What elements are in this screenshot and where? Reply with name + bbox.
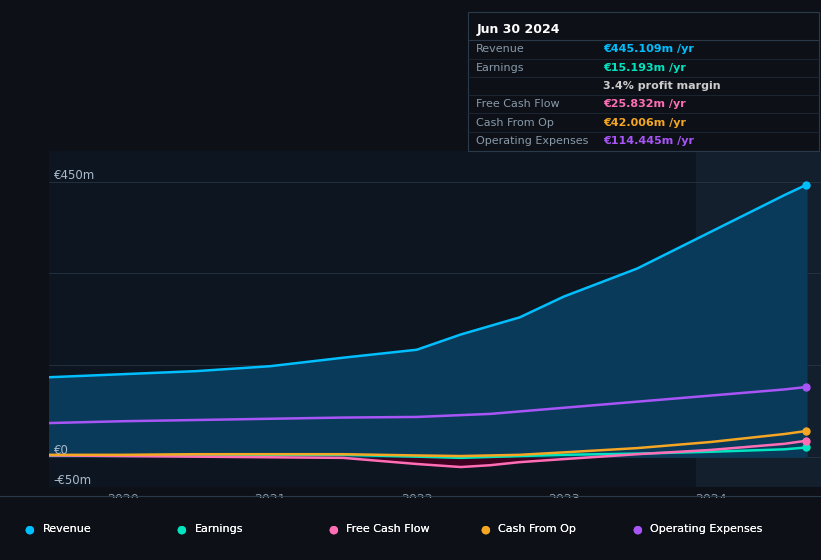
Text: €0: €0 xyxy=(53,444,68,456)
Text: Free Cash Flow: Free Cash Flow xyxy=(346,524,430,534)
Text: ●: ● xyxy=(632,524,642,534)
Text: Earnings: Earnings xyxy=(195,524,243,534)
Text: ●: ● xyxy=(177,524,186,534)
Text: -€50m: -€50m xyxy=(53,474,92,487)
Text: €114.445m /yr: €114.445m /yr xyxy=(603,136,695,146)
Text: ●: ● xyxy=(632,524,642,534)
Bar xyxy=(696,151,821,487)
Text: ●: ● xyxy=(25,524,34,534)
Text: ●: ● xyxy=(177,524,186,534)
Text: Revenue: Revenue xyxy=(43,524,91,534)
Text: Free Cash Flow: Free Cash Flow xyxy=(346,524,430,534)
Text: €450m: €450m xyxy=(53,169,95,182)
Text: Earnings: Earnings xyxy=(195,524,243,534)
Text: Operating Expenses: Operating Expenses xyxy=(650,524,763,534)
Text: Cash From Op: Cash From Op xyxy=(498,524,576,534)
Text: Revenue: Revenue xyxy=(43,524,91,534)
Text: Earnings: Earnings xyxy=(476,63,525,73)
Text: 3.4% profit margin: 3.4% profit margin xyxy=(603,81,721,91)
Text: €42.006m /yr: €42.006m /yr xyxy=(603,118,686,128)
Text: €15.193m /yr: €15.193m /yr xyxy=(603,63,686,73)
Text: ●: ● xyxy=(328,524,338,534)
Text: Cash From Op: Cash From Op xyxy=(498,524,576,534)
Text: Operating Expenses: Operating Expenses xyxy=(650,524,763,534)
Text: €445.109m /yr: €445.109m /yr xyxy=(603,44,695,54)
Text: ●: ● xyxy=(25,524,34,534)
Text: ●: ● xyxy=(480,524,490,534)
Text: Free Cash Flow: Free Cash Flow xyxy=(476,99,560,109)
Text: ●: ● xyxy=(480,524,490,534)
Text: ●: ● xyxy=(328,524,338,534)
Text: Cash From Op: Cash From Op xyxy=(476,118,554,128)
Text: Revenue: Revenue xyxy=(476,44,525,54)
Text: Jun 30 2024: Jun 30 2024 xyxy=(476,22,560,36)
Text: €25.832m /yr: €25.832m /yr xyxy=(603,99,686,109)
Text: Operating Expenses: Operating Expenses xyxy=(476,136,589,146)
